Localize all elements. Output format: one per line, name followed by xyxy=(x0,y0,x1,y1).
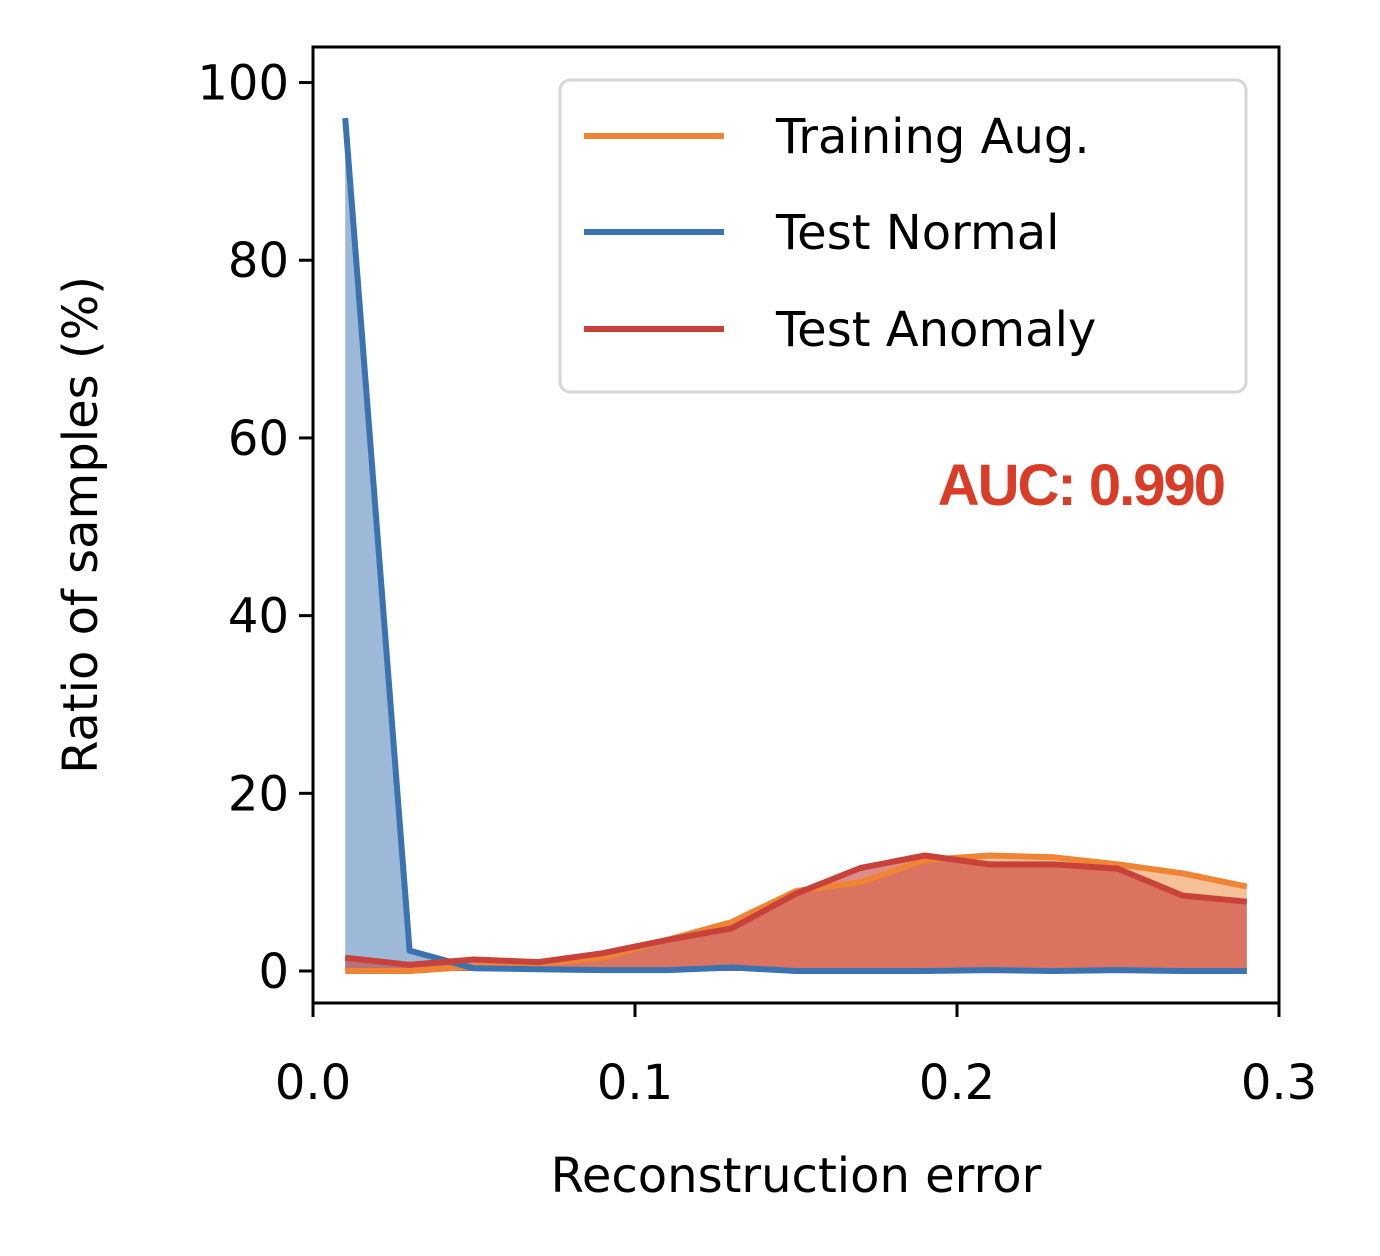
y-tick-label: 100 xyxy=(197,56,289,112)
series-lines xyxy=(342,117,1248,974)
y-tick-label: 0 xyxy=(258,944,289,1000)
legend-label-training-aug: Training Aug. xyxy=(775,109,1090,165)
x-tick-label: 0.0 xyxy=(275,1055,351,1111)
line-test-normal xyxy=(342,117,1247,974)
x-tick-label: 0.1 xyxy=(597,1055,673,1111)
y-tick-label: 80 xyxy=(228,233,289,289)
auc-annotation: AUC: 0.990 xyxy=(938,453,1224,518)
line-test-anomaly xyxy=(344,852,1248,968)
legend-box xyxy=(558,78,1248,394)
legend: Training Aug. Test Normal Test Anomaly xyxy=(558,78,1248,394)
legend-label-test-anomaly: Test Anomaly xyxy=(775,302,1096,358)
series-fills xyxy=(345,118,1247,972)
area-test-anomaly xyxy=(345,855,1247,971)
y-axis-ticks: 0 20 40 60 80 100 xyxy=(197,56,313,1000)
y-axis-label: Ratio of samples (%) xyxy=(53,276,109,774)
plot-frame xyxy=(311,45,1281,1005)
legend-label-test-normal: Test Normal xyxy=(775,205,1059,261)
x-tick-label: 0.2 xyxy=(919,1055,995,1111)
y-tick-label: 40 xyxy=(228,589,289,645)
x-axis-ticks: 0.0 0.1 0.2 0.3 xyxy=(275,1003,1317,1111)
y-tick-label: 60 xyxy=(228,411,289,467)
x-tick-label: 0.3 xyxy=(1241,1055,1317,1111)
x-axis-label: Reconstruction error xyxy=(551,1148,1042,1204)
y-tick-label: 20 xyxy=(228,766,289,822)
